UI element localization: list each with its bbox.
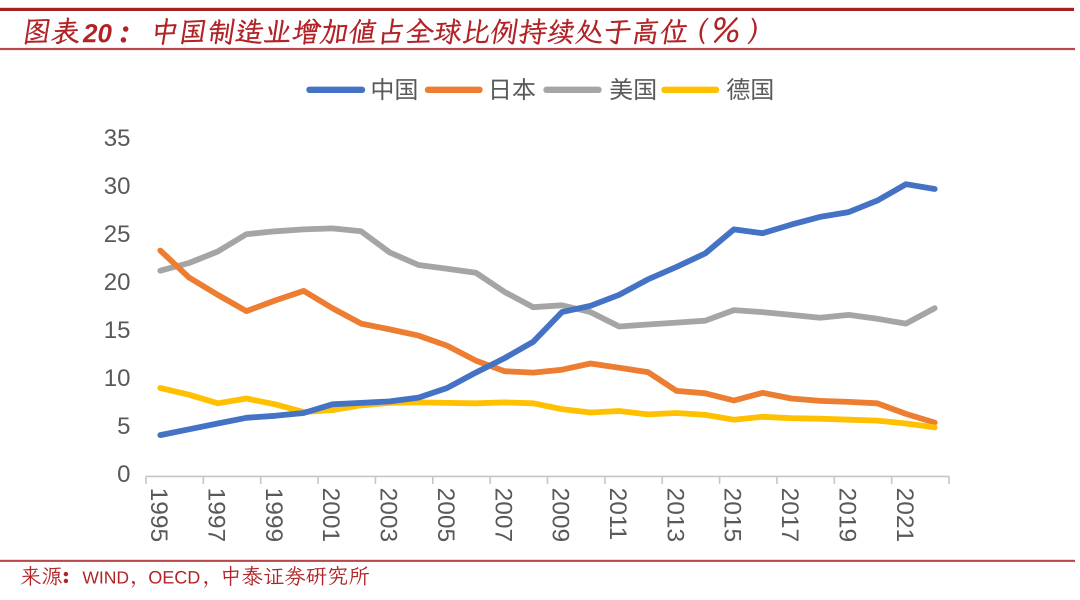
svg-text:2011: 2011	[604, 488, 631, 541]
svg-text:2009: 2009	[547, 488, 574, 543]
svg-text:1999: 1999	[260, 488, 287, 543]
svg-text:20: 20	[104, 269, 131, 296]
svg-text:2003: 2003	[375, 488, 402, 543]
svg-text:30: 30	[104, 173, 131, 200]
svg-text:15: 15	[104, 317, 131, 344]
svg-text:2013: 2013	[661, 488, 688, 543]
svg-text:2015: 2015	[719, 488, 746, 543]
svg-text:2007: 2007	[489, 488, 516, 543]
svg-text:5: 5	[117, 413, 130, 440]
svg-text:1997: 1997	[203, 488, 230, 543]
svg-text:2017: 2017	[776, 488, 803, 543]
svg-text:1995: 1995	[145, 488, 172, 543]
svg-text:2019: 2019	[834, 488, 861, 543]
svg-text:35: 35	[104, 125, 131, 152]
svg-text:2001: 2001	[317, 488, 344, 543]
svg-text:0: 0	[117, 461, 130, 488]
svg-text:25: 25	[104, 221, 131, 248]
svg-text:2005: 2005	[432, 488, 459, 543]
svg-text:10: 10	[104, 365, 131, 392]
svg-text:2021: 2021	[891, 488, 918, 543]
